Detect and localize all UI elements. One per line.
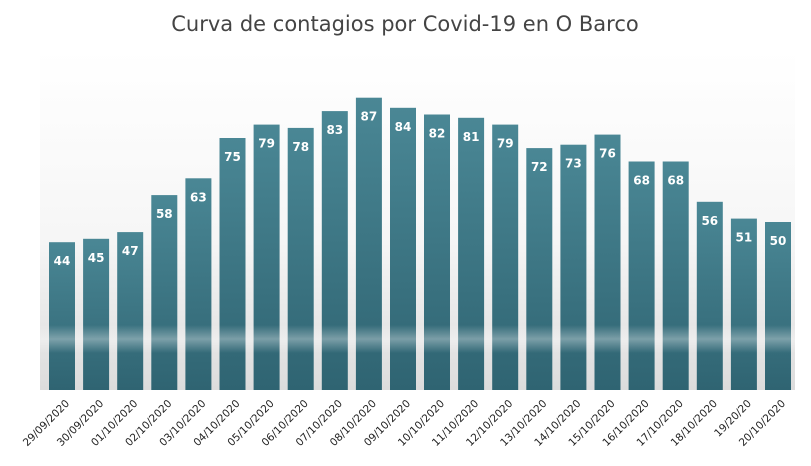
value-labels-group: 44 45 47 58 63 75 79 78 83 87 84 82 81 79 72 73 76 68 68 56…	[54, 110, 787, 269]
data-label: 76	[599, 147, 616, 161]
data-label: 51	[736, 231, 753, 245]
chart-title: Curva de contagios por Covid-19 en O Bar…	[171, 12, 638, 36]
data-label: 72	[531, 160, 548, 174]
data-label: 73	[565, 157, 582, 171]
data-label: 47	[122, 244, 139, 258]
bar-01/10/2020	[117, 232, 144, 390]
data-label: 44	[54, 254, 71, 268]
bar-29/09/2020	[49, 242, 75, 390]
data-label: 63	[190, 190, 207, 204]
data-label: 79	[497, 137, 514, 151]
bar-14/10/2020	[560, 144, 587, 390]
bar-30/09/2020	[83, 238, 110, 390]
data-label: 50	[770, 234, 787, 248]
bar-02/10/2020	[151, 195, 178, 390]
data-label: 79	[258, 137, 275, 151]
data-label: 58	[156, 207, 173, 221]
data-label: 81	[463, 130, 480, 144]
data-label: 75	[224, 150, 241, 164]
data-label: 45	[88, 251, 105, 265]
data-label: 84	[395, 120, 412, 134]
bar-13/10/2020	[526, 148, 553, 390]
data-label: 56	[701, 214, 718, 228]
bar-18/10/2020	[696, 201, 723, 390]
bar-17/10/2020	[662, 161, 689, 390]
data-label: 83	[326, 123, 343, 137]
bar-16/10/2020	[628, 161, 655, 390]
bar-19/20/20	[730, 218, 757, 390]
bar-03/10/2020	[185, 178, 212, 390]
data-label: 78	[292, 140, 309, 154]
data-label: 68	[667, 174, 684, 188]
floor-reflection	[40, 325, 795, 353]
bar-20/10/2020	[765, 222, 791, 390]
data-label: 87	[361, 110, 378, 124]
data-label: 82	[429, 127, 446, 141]
data-label: 68	[633, 174, 650, 188]
